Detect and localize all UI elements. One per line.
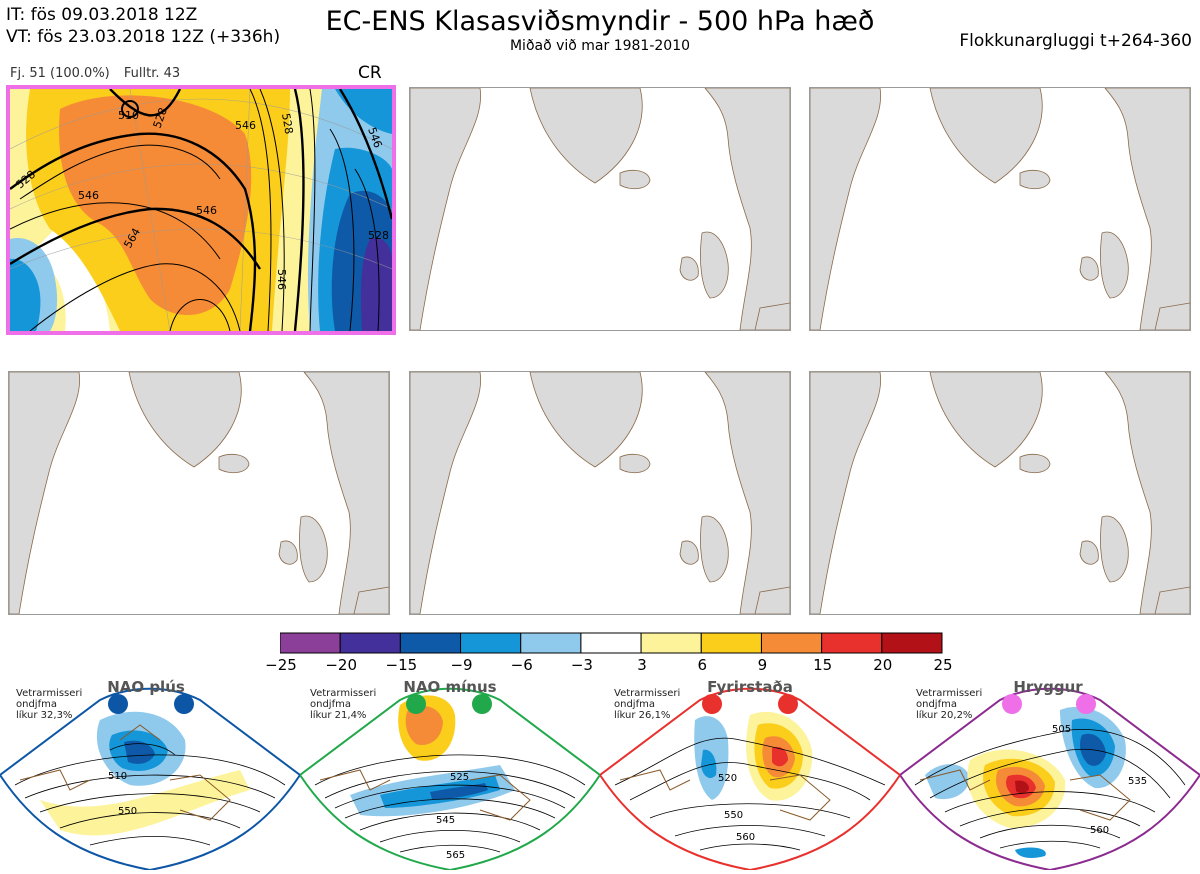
- regime-ridge[interactable]: 505 535 560 Vetrarmisseri ondjfma líkur …: [898, 678, 1200, 872]
- colorbar-tick-label: 15: [813, 656, 833, 674]
- regime-name: Fyrirstaða: [707, 678, 793, 696]
- contour-label: 528: [279, 112, 295, 135]
- colorbar-tick-label: 6: [697, 656, 708, 674]
- regime-map: 510 550: [0, 687, 302, 872]
- regime-contour-label: 565: [446, 850, 465, 861]
- cluster-map-panel-5[interactable]: [409, 371, 791, 615]
- valid-time: VT: fös 23.03.2018 12Z (+336h): [6, 27, 281, 47]
- colorbar-swatch: [700, 632, 762, 654]
- regime-contour-label: 560: [736, 832, 755, 843]
- regime-map: 525 545 565: [298, 687, 602, 872]
- regime-nao-plus[interactable]: 510 550 Vetrarmisseri ondjfma líkur 32,3…: [0, 678, 302, 872]
- colorbar-swatch: [821, 632, 883, 654]
- regime-note: Vetrarmisseri ondjfma líkur 32,3%: [16, 688, 83, 721]
- regime-contour-label: 560: [1090, 825, 1109, 836]
- colorbar-swatch: [881, 632, 943, 654]
- contour-label: 546: [196, 204, 217, 217]
- land-outline-map: [9, 372, 389, 614]
- regime-contour-label: 550: [724, 810, 743, 821]
- colorbar-tick-label: 3: [637, 656, 647, 674]
- contour-label: 546: [235, 119, 256, 132]
- colorbar-swatch: [760, 632, 823, 654]
- cluster-map-panel-3[interactable]: [809, 87, 1191, 331]
- colorbar-tick-label: 20: [873, 656, 893, 674]
- cluster-map-panel-4[interactable]: [8, 371, 390, 615]
- page-title: EC-ENS Klasasviðsmyndir - 500 hPa hæð: [325, 6, 875, 37]
- initial-time: IT: fös 09.03.2018 12Z: [6, 5, 198, 25]
- colorbar-tick-label: −15: [385, 656, 418, 674]
- regime-marker: [702, 694, 722, 714]
- colorbar-tick-label: −25: [265, 656, 297, 674]
- regime-contour-label: 505: [1052, 724, 1071, 735]
- colorbar-swatch: [520, 632, 582, 654]
- classification-window: Flokkunargluggi t+264-360: [959, 31, 1192, 51]
- colorbar-tick-label: −9: [450, 656, 473, 674]
- regime-marker: [174, 694, 194, 714]
- contour-label: 510: [118, 109, 139, 122]
- member-count: Fj. 51 (100.0%): [10, 66, 110, 81]
- regime-nao-minus[interactable]: 525 545 565 Vetrarmisseri ondjfma líkur …: [298, 678, 602, 872]
- regime-map: 520 550 560: [598, 687, 902, 872]
- land-outline-map: [810, 88, 1190, 330]
- regime-contour-label: 545: [436, 815, 455, 826]
- regime-blocking[interactable]: 520 550 560 Vetrarmisseri ondjfma líkur …: [598, 678, 902, 872]
- colorbar-tick-label: 9: [757, 656, 768, 674]
- regime-contour-label: 525: [450, 772, 469, 783]
- regime-contour-label: 510: [108, 771, 127, 782]
- colorbar-swatch: [580, 632, 642, 654]
- contour-label: 546: [275, 269, 288, 290]
- colorbar: [280, 632, 943, 654]
- colorbar-tick-label: −20: [325, 656, 357, 674]
- representative-member: Fulltr. 43: [123, 66, 181, 81]
- regime-name: NAO mínus: [403, 678, 497, 696]
- regime-map: 505 535 560: [898, 687, 1200, 872]
- colorbar-tick-label: −6: [510, 656, 533, 674]
- contour-label: 546: [78, 189, 99, 202]
- land-outline-map: [410, 88, 790, 330]
- regime-marker: [1002, 694, 1022, 714]
- regime-marker: [1076, 694, 1096, 714]
- page-subtitle: Miðað við mar 1981-2010: [509, 38, 691, 54]
- regime-name: Hryggur: [1013, 678, 1083, 696]
- panel1-meta: Fj. 51 (100.0%) Fulltr. 43: [10, 66, 190, 81]
- cluster-map-panel-6[interactable]: [809, 371, 1191, 615]
- regime-note: Vetrarmisseri ondjfma líkur 20,2%: [916, 688, 983, 721]
- cluster-map-panel[interactable]: 510 528 528 528 546 546 546 546 564 546 …: [6, 85, 396, 335]
- colorbar-swatch: [399, 632, 462, 654]
- regime-contour-label: 535: [1128, 776, 1147, 787]
- colorbar-swatch: [339, 632, 401, 654]
- land-outline-map: [810, 372, 1190, 614]
- regime-contour-label: 520: [718, 773, 737, 784]
- regime-contour-label: 550: [118, 806, 137, 817]
- regime-note: Vetrarmisseri ondjfma líkur 21,4%: [310, 688, 377, 721]
- header-dates: IT: fös 09.03.2018 12Z VT: fös 23.03.201…: [6, 4, 280, 48]
- regime-marker: [108, 694, 128, 714]
- colorbar-swatch: [460, 632, 522, 654]
- contour-label: 528: [368, 229, 389, 242]
- cluster-code: CR: [358, 63, 382, 83]
- colorbar-swatch: [640, 632, 702, 654]
- regime-marker: [406, 694, 426, 714]
- land-outline-map: [410, 372, 790, 614]
- regime-name: NAO plús: [107, 678, 185, 696]
- cluster-map-panel-2[interactable]: [409, 87, 791, 331]
- regime-note: Vetrarmisseri ondjfma líkur 26,1%: [614, 688, 681, 721]
- colorbar-swatch: [280, 632, 341, 654]
- regime-marker: [778, 694, 798, 714]
- regime-marker: [472, 694, 492, 714]
- colorbar-tick-label: −3: [570, 656, 593, 674]
- colorbar-tick-label: 25: [933, 656, 953, 674]
- anomaly-map: 510 528 528 528 546 546 546 546 564 546 …: [10, 89, 392, 331]
